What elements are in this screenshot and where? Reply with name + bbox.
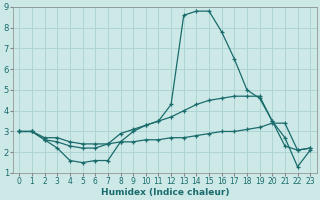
X-axis label: Humidex (Indice chaleur): Humidex (Indice chaleur) — [100, 188, 229, 197]
